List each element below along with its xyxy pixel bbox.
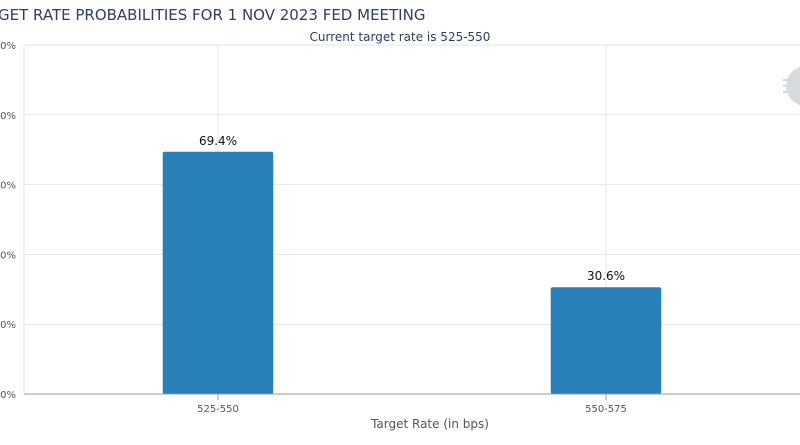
y-tick-label: 40% (0, 250, 16, 261)
data-label: 30.6% (587, 269, 625, 283)
x-tick-label: 550-575 (585, 404, 627, 415)
x-axis-ticks: 525-550 550-575 (197, 394, 627, 415)
chart-menu-icon[interactable] (783, 66, 800, 106)
data-label: 69.4% (199, 134, 237, 148)
y-tick-label: 20% (0, 320, 16, 331)
chart-subtitle: Current target rate is 525-550 (310, 30, 491, 44)
bars (162, 151, 662, 394)
y-tick-label: 100% (0, 41, 16, 52)
y-tick-label: 60% (0, 181, 16, 192)
y-tick-label: 0% (0, 390, 16, 401)
data-labels: 69.4% 30.6% (199, 134, 625, 283)
bar-550-575[interactable] (550, 287, 662, 394)
bar-525-550[interactable] (162, 151, 274, 394)
chart-title: GET RATE PROBABILITIES FOR 1 NOV 2023 FE… (0, 6, 425, 24)
y-tick-label: 80% (0, 111, 16, 122)
grid-lines (23, 44, 800, 394)
x-axis-title: Target Rate (in bps) (370, 417, 489, 431)
x-tick-label: 525-550 (197, 404, 239, 415)
y-axis-ticks: 0% 20% 40% 60% 80% 100% (0, 41, 16, 401)
